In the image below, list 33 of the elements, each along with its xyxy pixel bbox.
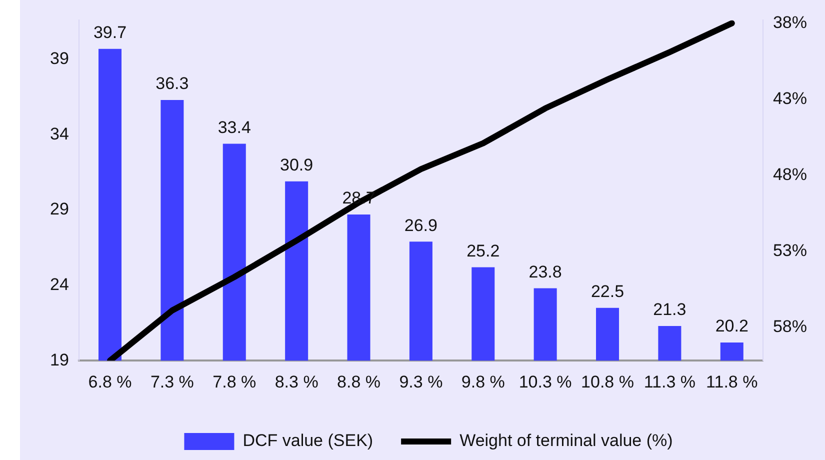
- data-label: 25.2: [466, 241, 500, 260]
- x-tick-label: 11.8 %: [706, 372, 758, 392]
- data-label: 39.7: [93, 23, 127, 42]
- y-tick-label: 19: [50, 350, 69, 370]
- data-label: 36.3: [156, 74, 189, 94]
- x-tick-label: 6.8 %: [88, 372, 132, 392]
- x-tick-label: 7.3 %: [150, 372, 194, 392]
- data-label: 33.4: [218, 118, 251, 137]
- y2-tick-label: 38%: [772, 12, 808, 32]
- data-label: 30.9: [280, 156, 314, 175]
- y2-tick-label: 53%: [772, 240, 808, 260]
- x-tick-label: 9.8 %: [461, 372, 505, 392]
- y-tick-label: 34: [50, 124, 69, 144]
- y2-tick-label: 48%: [772, 164, 808, 184]
- legend-label: Weight of terminal value (%): [460, 431, 673, 450]
- x-tick-label: 10.8 %: [581, 372, 634, 392]
- x-tick-label: 9.3 %: [399, 372, 443, 392]
- x-tick-label: 7.8 %: [212, 372, 256, 392]
- data-label: 22.5: [590, 282, 624, 302]
- y-tick-label: 24: [50, 274, 69, 294]
- legend-label: DCF value (SEK): [242, 431, 374, 450]
- y-tick-label: 39: [50, 49, 69, 68]
- x-tick-label: 8.8 %: [337, 372, 380, 392]
- x-tick-label: 11.3 %: [644, 372, 696, 392]
- x-tick-label: 10.3 %: [518, 372, 572, 392]
- data-label: 21.3: [653, 300, 686, 320]
- data-label: 26.9: [404, 216, 438, 235]
- data-label: 23.8: [528, 262, 562, 282]
- x-tick-label: 8.3 %: [274, 372, 318, 392]
- y2-tick-label: 58%: [772, 316, 808, 336]
- y2-tick-label: 43%: [772, 88, 808, 108]
- y-tick-label: 29: [50, 200, 69, 219]
- data-label: 20.2: [715, 316, 748, 336]
